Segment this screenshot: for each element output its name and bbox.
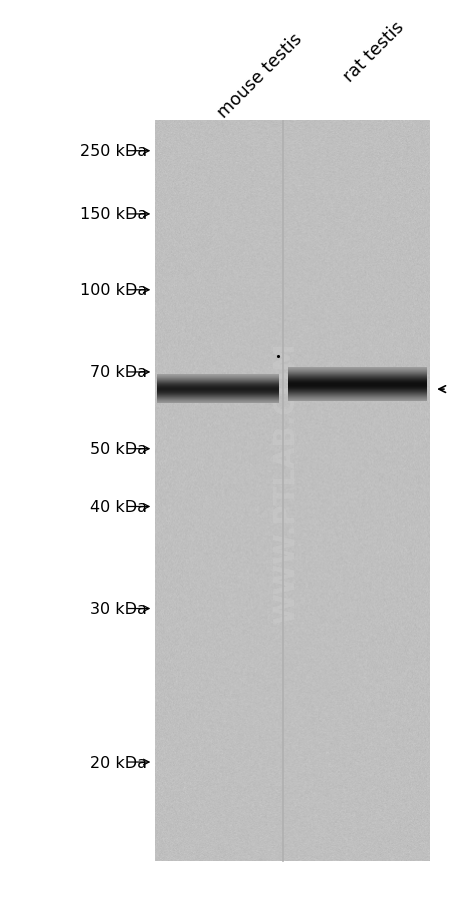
Text: 40 kDa: 40 kDa (90, 500, 147, 514)
Text: 20 kDa: 20 kDa (90, 755, 147, 769)
Text: rat testis: rat testis (340, 18, 407, 86)
Text: 70 kDa: 70 kDa (90, 365, 147, 380)
Text: mouse testis: mouse testis (214, 30, 306, 122)
Text: 50 kDa: 50 kDa (90, 442, 147, 456)
Text: 100 kDa: 100 kDa (80, 283, 147, 298)
Text: 150 kDa: 150 kDa (80, 207, 147, 222)
Text: 250 kDa: 250 kDa (80, 144, 147, 159)
Text: WWW.PTLAB.COM: WWW.PTLAB.COM (272, 342, 300, 623)
Text: 30 kDa: 30 kDa (90, 602, 147, 616)
